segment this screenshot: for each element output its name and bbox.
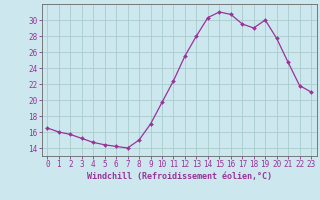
- X-axis label: Windchill (Refroidissement éolien,°C): Windchill (Refroidissement éolien,°C): [87, 172, 272, 181]
